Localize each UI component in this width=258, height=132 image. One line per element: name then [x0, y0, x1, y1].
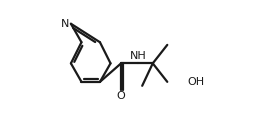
Text: NH: NH	[130, 51, 147, 61]
Text: O: O	[117, 91, 125, 101]
Text: OH: OH	[187, 77, 204, 87]
Text: N: N	[61, 19, 70, 29]
